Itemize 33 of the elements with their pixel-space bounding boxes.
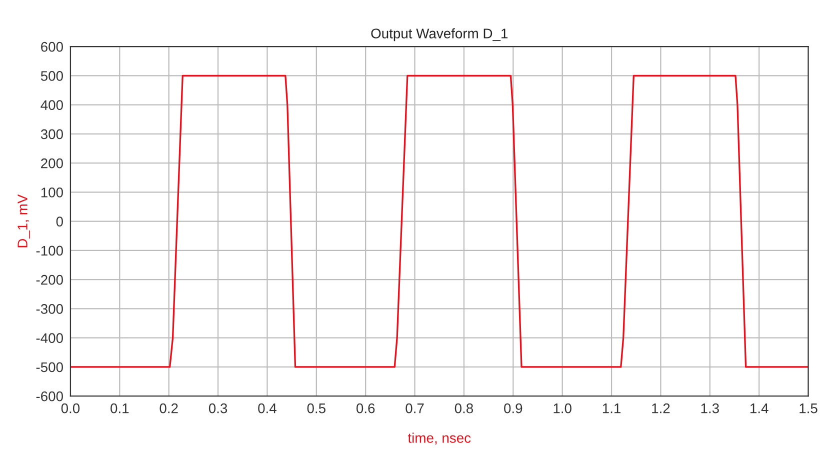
y-tick-label: 500 (40, 71, 63, 81)
y-tick-label: 600 (41, 42, 63, 52)
x-tick-label: 0.0 (61, 403, 80, 414)
y-tick-label: -400 (36, 333, 63, 344)
x-tick-label: 0.8 (454, 403, 474, 414)
y-tick-label: 200 (41, 158, 63, 168)
x-tick-label: 0.6 (356, 403, 375, 414)
y-tick-label: -600 (36, 391, 63, 402)
x-tick-label: 1.5 (800, 404, 818, 414)
x-tick-label: 1.4 (750, 404, 768, 414)
y-tick-label: 100 (41, 188, 63, 198)
line-series (70, 74, 808, 368)
y-axis-title: D_1, mV (18, 194, 30, 248)
x-tick-label: 0.7 (406, 403, 424, 414)
y-tick-label: -200 (36, 274, 63, 285)
y-tick-label: -300 (36, 304, 63, 314)
x-tick-label: 1.3 (701, 403, 719, 414)
y-tick-label: 300 (40, 129, 63, 140)
x-tick-label: 0.2 (160, 403, 178, 414)
y-tick-label: -100 (36, 246, 63, 256)
y-tick-label: 0 (56, 216, 63, 227)
y-tick-label: -500 (36, 362, 63, 372)
x-tick-label: 0.9 (504, 403, 522, 414)
x-tick-label: 1.2 (652, 403, 670, 414)
x-tick-label: 0.4 (258, 403, 276, 414)
x-tick-label: 0.1 (110, 403, 129, 414)
x-tick-label: 1.1 (602, 404, 620, 414)
x-tick-label: 0.3 (208, 403, 228, 414)
chart-title: Output Waveform D_1 (371, 28, 508, 42)
y-tick-label: 400 (40, 100, 63, 110)
x-tick-label: 1.0 (554, 403, 572, 414)
x-tick-label: 0.5 (307, 403, 326, 414)
x-axis-title: time, nsec (408, 432, 471, 444)
